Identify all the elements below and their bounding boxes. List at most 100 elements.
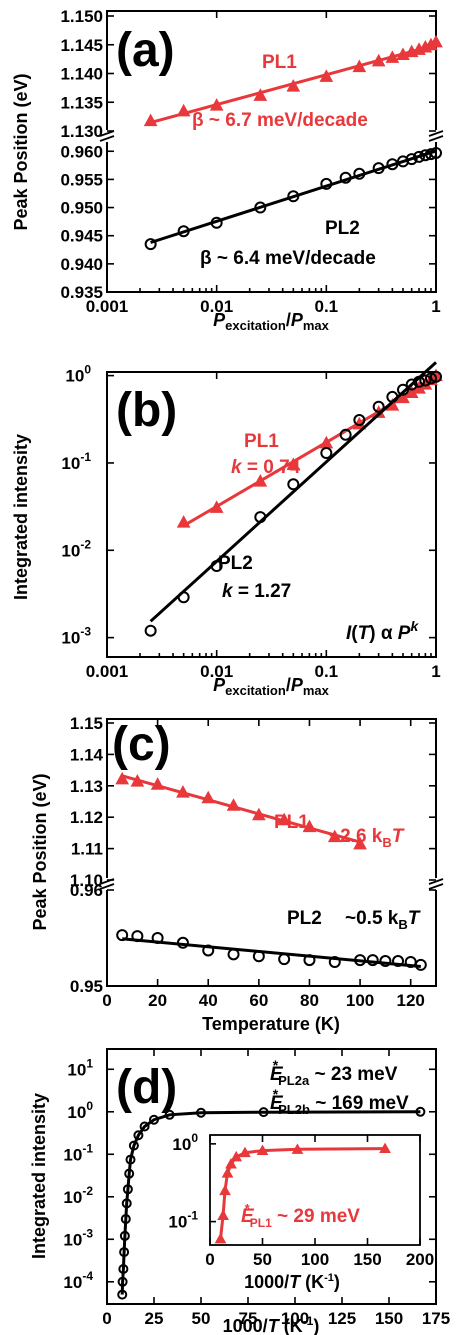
- b-point-PL1: [176, 515, 191, 528]
- inset-point-PL1: [230, 1150, 243, 1162]
- d-point-PL2: [415, 1106, 426, 1117]
- panel-a-xlabel: Pexcitation/Pmax: [213, 310, 330, 333]
- a-point-PL2: [287, 190, 300, 203]
- a-point-PL1: [429, 34, 443, 48]
- c-point-PL1: [201, 790, 216, 804]
- b-point-PL2: [405, 378, 418, 391]
- panel-d-ylabel: Integrated intensity: [29, 1093, 49, 1259]
- d-point-PL2: [117, 1289, 128, 1300]
- b-xtick-label: 0.001: [86, 662, 129, 681]
- inset-ytick-label: 10-1: [168, 1209, 198, 1232]
- a-ytick-lower-label: 0.940: [60, 255, 103, 274]
- inset-point-PL1: [214, 1232, 227, 1244]
- b-point-PL2: [396, 383, 409, 396]
- panel-c-pl1-energy: ~2.6 kBT: [329, 826, 405, 850]
- d-point-PL2: [117, 1276, 128, 1287]
- c-point-PL2: [303, 954, 316, 967]
- a-xtick-label: 1: [431, 297, 440, 316]
- panel-b-marks: [144, 361, 443, 637]
- inset-xtick-label: 50: [253, 1250, 272, 1269]
- c-ytick-upper-label: 1.10: [70, 871, 103, 890]
- c-point-PL2: [354, 954, 367, 967]
- b-point-PL2: [144, 624, 157, 637]
- d-xtick-label: 100: [281, 1309, 309, 1328]
- d-fit-PL2: [120, 1110, 421, 1295]
- c-point-PL2: [202, 944, 215, 957]
- c-xtick-label: 120: [397, 991, 425, 1010]
- inset-point-PL1: [221, 1167, 234, 1178]
- panel-d-ticks: 10-4 10-3 10-2 10-1 100 101 0 25 50 75 100 125 150 17…: [63, 1049, 450, 1328]
- inset-point-PL1: [256, 1144, 269, 1156]
- panel-c-pl2-energy: ~0.5 kBT: [345, 908, 421, 932]
- panel-a-pl2-beta: β ~ 6.4 meV/decade: [200, 248, 376, 269]
- c-point-PL1: [115, 771, 130, 785]
- panel-d-inset: 0 50 100 150 200 10-1 100 E*PL1 ~ 29 meV 1000/…: [168, 1131, 434, 1292]
- c-point-PL1: [327, 829, 342, 843]
- panel-c-ylabel: Peak Position (eV): [30, 773, 50, 930]
- a-point-PL2: [339, 171, 352, 184]
- a-ytick-lower-label: 0.960: [60, 142, 103, 161]
- c-point-PL2: [379, 955, 392, 968]
- inset-xtick-label: 0: [205, 1250, 214, 1269]
- inset-ytick-label: 100: [172, 1131, 198, 1154]
- a-point-PL2: [353, 167, 366, 180]
- panel-b-formula: I(T) α Pk: [346, 618, 419, 644]
- panel-b-xlabel: Pexcitation/Pmax: [213, 675, 330, 698]
- a-ytick-lower-label: 0.945: [60, 227, 103, 246]
- panel-d-label: (d): [116, 1061, 177, 1114]
- a-point-PL1: [385, 50, 400, 63]
- c-ytick-upper-label: 1.12: [70, 808, 103, 827]
- b-point-PL2: [424, 372, 437, 385]
- c-xtick-label: 100: [346, 991, 374, 1010]
- b-point-PL2: [430, 370, 442, 383]
- inset-point-PL1: [217, 1209, 229, 1220]
- a-point-PL1: [371, 53, 386, 67]
- c-ytick-upper-label: 1.13: [70, 777, 103, 796]
- a-point-PL1: [352, 59, 367, 73]
- c-point-PL1: [277, 812, 291, 826]
- d-point-PL2: [128, 1140, 139, 1151]
- inset-ticks: 0 50 100 150 200 10-1 100: [168, 1131, 434, 1269]
- b-fit-PL2: [149, 361, 438, 623]
- b-point-PL2: [419, 374, 432, 387]
- c-xtick-label: 0: [102, 991, 111, 1010]
- panel-c-marks: [115, 771, 427, 971]
- inset-point-PL1: [239, 1146, 251, 1158]
- d-point-PL2: [119, 1230, 130, 1241]
- c-ytick-lower-label: 0.96: [70, 881, 103, 900]
- d-point-PL2: [149, 1114, 159, 1125]
- panel-a-label: (a): [116, 24, 175, 77]
- c-xtick-label: 60: [249, 991, 268, 1010]
- a-ytick-upper-label: 1.135: [60, 93, 103, 112]
- a-point-PL1: [253, 88, 268, 101]
- b-point-PL2: [177, 591, 190, 604]
- a-point-PL2: [405, 153, 418, 166]
- d-point-PL2: [120, 1214, 131, 1224]
- panel-a: 1.130 1.135 1.140 1.145 1.150 0.935 0.940 0.945…: [11, 7, 444, 333]
- panel-b-ticks: 10-3 10-2 10-1 100 0.001 0.01 0.1 1: [61, 363, 440, 681]
- inset-point-PL1: [219, 1184, 231, 1196]
- d-point-PL2: [139, 1121, 150, 1132]
- inset-xtick-label: 150: [353, 1250, 381, 1269]
- b-ytick-label: 10-3: [61, 625, 91, 648]
- a-fit-PL2: [150, 149, 437, 244]
- c-point-PL1: [353, 836, 367, 850]
- a-point-PL1: [143, 113, 158, 127]
- panel-c-pl2-label: PL2: [287, 908, 322, 929]
- inset-annot-pl1: E*PL1 ~ 29 meV: [241, 1201, 360, 1230]
- c-xtick-label: 80: [300, 991, 319, 1010]
- a-point-PL2: [413, 150, 426, 163]
- panel-a-pl1-label: PL1: [262, 52, 297, 73]
- b-point-PL1: [286, 457, 301, 470]
- c-point-PL2: [328, 956, 341, 968]
- c-point-PL1: [130, 774, 145, 787]
- d-point-PL2: [124, 1168, 135, 1179]
- d-point-PL2: [164, 1109, 175, 1120]
- a-xtick-label: 0.001: [86, 297, 129, 316]
- panel-d: 10-4 10-3 10-2 10-1 100 101 0 25 50 75 100 125 150 17…: [29, 1048, 450, 1335]
- panel-a-axis-break: [99, 130, 444, 142]
- b-point-PL1: [253, 474, 268, 487]
- panel-c-xlabel: Temperature (K): [202, 1014, 340, 1034]
- d-point-PL2: [196, 1107, 206, 1118]
- d-xtick-label: 75: [239, 1309, 258, 1328]
